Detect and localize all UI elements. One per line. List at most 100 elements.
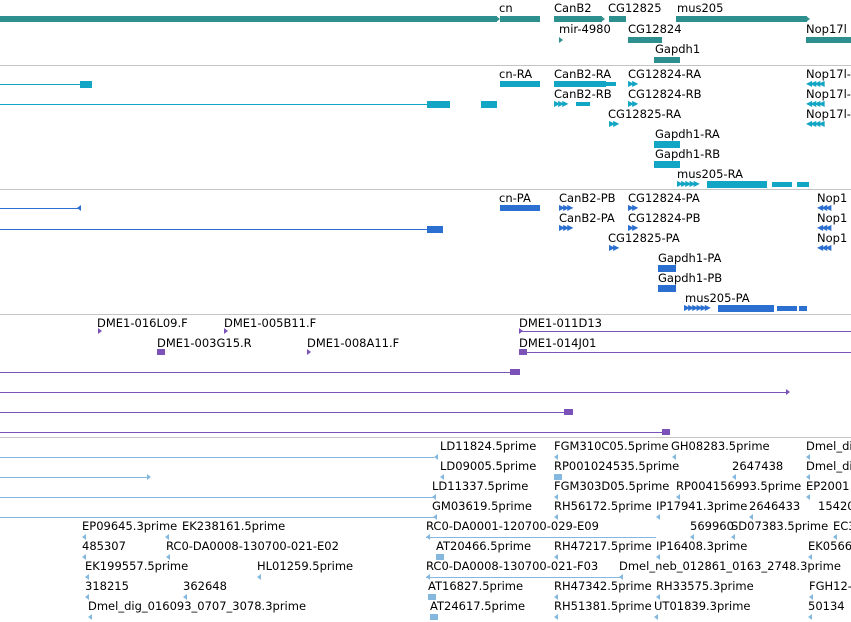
est-track-label[interactable]: EC3 — [833, 519, 851, 533]
est-track-label[interactable]: RC0-DA0001-120700-029-E09 — [426, 519, 599, 533]
protein-track-label[interactable]: CG12824-PA — [628, 191, 700, 205]
est-track-label[interactable]: IP17941.3prime — [656, 499, 748, 513]
gene-track-label[interactable]: CG12825 — [608, 1, 662, 15]
est-track-label[interactable]: EP2001 — [806, 479, 850, 493]
protein-track-label[interactable]: CG12825-PA — [608, 231, 680, 245]
est-track-label[interactable]: 318215 — [85, 579, 129, 593]
feature-line[interactable] — [0, 84, 82, 85]
feature-bar[interactable] — [718, 305, 774, 312]
transcript-track-label[interactable]: mus205-RA — [677, 167, 743, 181]
feature-bar[interactable] — [777, 306, 797, 311]
protein-track-label[interactable]: CanB2-PA — [559, 211, 615, 225]
est-track-label[interactable]: RH33575.3prime — [656, 579, 754, 593]
feature-bar[interactable] — [157, 349, 165, 355]
feature-bar[interactable] — [510, 369, 520, 375]
transcript-track-label[interactable]: CanB2-RB — [554, 87, 612, 101]
feature-bar[interactable] — [707, 181, 767, 188]
est-track-label[interactable]: FGM310C05.5prime — [554, 439, 669, 453]
feature-line[interactable] — [520, 331, 851, 332]
gene-cn-tail[interactable] — [500, 16, 540, 22]
est-track-label[interactable]: 362648 — [183, 579, 227, 593]
feature-line[interactable] — [0, 497, 434, 498]
feature-bar[interactable] — [576, 102, 590, 106]
feature-line[interactable] — [0, 392, 787, 393]
est-track-label[interactable]: AT24617.5prime — [430, 599, 526, 613]
clone-track-label[interactable]: DME1-014J01 — [519, 336, 597, 350]
transcript-track-label[interactable]: Gapdh1-RA — [655, 127, 720, 141]
feature-bar[interactable] — [606, 82, 616, 86]
est-track-label[interactable]: HL01259.5prime — [257, 559, 354, 573]
gene-cg12824[interactable] — [628, 37, 662, 43]
est-track-label[interactable]: IP16408.3prime — [656, 539, 748, 553]
est-track-label[interactable]: FGM303D05.5prime — [554, 479, 670, 493]
est-track-label[interactable]: Dmel_di — [806, 459, 851, 473]
est-track-label[interactable]: RH56172.5prime — [554, 499, 652, 513]
gene-canb2[interactable] — [554, 16, 602, 22]
est-track-label[interactable]: GM03619.5prime — [432, 499, 532, 513]
feature-line[interactable] — [0, 412, 565, 413]
feature-line[interactable] — [0, 229, 430, 230]
est-track-label[interactable]: LD09005.5prime — [440, 459, 537, 473]
protein-track-label[interactable]: Gapdh1-PB — [658, 271, 723, 285]
clone-track-label[interactable]: DME1-008A11.F — [307, 336, 400, 350]
gene-track-label[interactable]: CG12824 — [628, 22, 682, 36]
gene-gapdh1[interactable] — [654, 57, 680, 63]
transcript-track-label[interactable]: CG12825-RA — [608, 107, 682, 121]
feature-bar[interactable] — [428, 594, 436, 600]
feature-line[interactable] — [0, 477, 150, 478]
est-track-label[interactable]: GH08283.5prime — [671, 439, 770, 453]
gene-cn[interactable] — [0, 16, 497, 22]
feature-bar[interactable] — [80, 81, 92, 88]
est-track-label[interactable]: UT01839.3prime — [654, 599, 751, 613]
feature-bar[interactable] — [658, 285, 676, 292]
est-track-label[interactable]: RH51381.5prime — [554, 599, 652, 613]
protein-track-label[interactable]: CanB2-PB — [559, 191, 616, 205]
est-track-label[interactable]: AT16827.5prime — [428, 579, 524, 593]
protein-track-label[interactable]: cn-PA — [499, 191, 531, 205]
feature-bar[interactable] — [500, 81, 540, 87]
feature-bar[interactable] — [658, 265, 676, 272]
est-track-label[interactable]: RC0-DA0008-130700-021-E02 — [166, 539, 339, 553]
clone-track-label[interactable]: DME1-005B11.F — [224, 316, 317, 330]
transcript-track-label[interactable]: CG12824-RA — [628, 67, 702, 81]
clone-track-label[interactable]: DME1-011D13 — [519, 316, 602, 330]
gene-cg12825[interactable] — [609, 16, 626, 22]
feature-line[interactable] — [0, 104, 428, 105]
feature-bar[interactable] — [554, 474, 562, 480]
est-track-label[interactable]: Dmel_dig_016093_0707_3078.3prime — [88, 599, 307, 613]
feature-bar[interactable] — [564, 409, 573, 415]
est-track-label[interactable]: SD07383.5prime — [731, 519, 829, 533]
transcript-track-label[interactable]: Gapdh1-RB — [655, 147, 721, 161]
est-track-label[interactable]: AT20466.5prime — [436, 539, 532, 553]
protein-track-label[interactable]: Nop1 — [817, 231, 848, 245]
gene-nop17l[interactable] — [806, 37, 851, 43]
feature-line[interactable] — [0, 517, 434, 518]
protein-track-label[interactable]: Nop1 — [817, 191, 848, 205]
transcript-track-label[interactable]: cn-RA — [499, 67, 533, 81]
clone-track-label[interactable]: DME1-003G15.R — [157, 336, 252, 350]
est-track-label[interactable]: 50134 — [808, 599, 845, 613]
feature-bar[interactable] — [427, 226, 443, 233]
est-track-label[interactable]: 154205 — [818, 499, 851, 513]
feature-bar[interactable] — [481, 101, 497, 108]
feature-line[interactable] — [0, 372, 512, 373]
est-track-label[interactable]: LD11824.5prime — [440, 439, 537, 453]
feature-bar[interactable] — [654, 141, 680, 148]
feature-line[interactable] — [426, 537, 656, 538]
feature-bar[interactable] — [436, 554, 444, 560]
feature-line[interactable] — [0, 432, 662, 433]
est-track-label[interactable]: RH47217.5prime — [554, 539, 652, 553]
feature-bar[interactable] — [554, 81, 606, 87]
feature-bar[interactable] — [430, 614, 438, 620]
feature-bar[interactable] — [799, 306, 807, 311]
est-track-label[interactable]: RP001024535.5prime — [554, 459, 680, 473]
gene-track-label[interactable]: mir-4980 — [559, 22, 611, 36]
protein-track-label[interactable]: Gapdh1-PA — [658, 251, 722, 265]
est-track-label[interactable]: 485307 — [82, 539, 126, 553]
gene-track-label[interactable]: CanB2 — [554, 1, 592, 15]
feature-bar[interactable] — [772, 182, 792, 187]
protein-track-label[interactable]: CG12824-PB — [628, 211, 701, 225]
est-track-label[interactable]: EK0566 — [808, 539, 851, 553]
est-track-label[interactable]: FGH12- — [809, 579, 851, 593]
